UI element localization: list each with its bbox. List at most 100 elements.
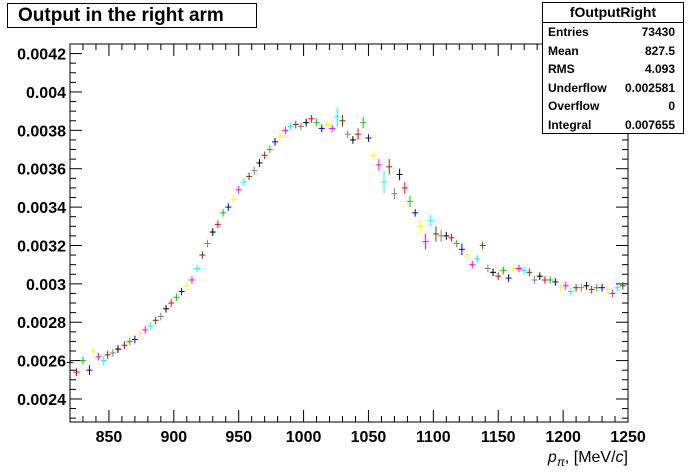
data-point: [401, 182, 408, 194]
data-point: [386, 159, 393, 175]
data-point: [251, 166, 258, 175]
data-point: [391, 187, 398, 200]
data-point: [609, 289, 616, 298]
data-point: [142, 326, 149, 334]
data-point: [479, 241, 486, 250]
data-point: [526, 268, 533, 277]
data-point: [531, 276, 538, 284]
data-point: [67, 357, 73, 368]
data-point: [562, 281, 569, 290]
data-point: [95, 352, 102, 361]
data-point: [282, 126, 289, 135]
stats-value: 0: [668, 99, 675, 113]
data-point: [339, 114, 346, 127]
data-point: [240, 178, 247, 186]
data-point: [490, 268, 497, 277]
stats-row-overflow: Overflow 0: [543, 97, 683, 116]
data-point: [588, 285, 595, 294]
data-point: [308, 114, 315, 123]
data-point: [593, 283, 600, 292]
x-tick-label: 900: [160, 429, 187, 446]
data-point: [199, 251, 206, 259]
data-point: [406, 195, 413, 208]
stats-row-underflow: Underflow 0.002581: [543, 79, 683, 98]
data-point: [329, 124, 336, 133]
data-point: [90, 347, 97, 355]
stats-label: RMS: [548, 62, 575, 76]
data-point: [536, 272, 543, 281]
y-tick-label: 0.003: [26, 277, 66, 294]
data-point: [619, 281, 626, 290]
data-point: [225, 203, 232, 211]
stats-label: Mean: [548, 43, 579, 58]
data-point: [510, 264, 517, 273]
stats-row-entries: Entries 73430: [543, 23, 683, 42]
data-point: [541, 276, 548, 284]
data-point: [484, 264, 491, 273]
plot-frame: [69, 43, 629, 423]
data-point: [547, 276, 554, 284]
data-point: [86, 365, 93, 375]
data-point: [235, 185, 242, 194]
data-point: [318, 124, 325, 133]
stats-label: Overflow: [548, 99, 600, 113]
data-point: [349, 136, 356, 144]
y-tick-label: 0.0026: [17, 354, 66, 371]
data-point: [230, 195, 237, 204]
data-point: [365, 134, 372, 142]
data-point: [115, 345, 122, 353]
data-point: [578, 283, 585, 292]
x-tick-label: 1100: [416, 429, 451, 446]
stats-label: Entries: [548, 25, 589, 39]
data-point: [261, 151, 268, 160]
y-tick-label: 0.0024: [17, 392, 66, 409]
stats-row-integral: Integral 0.007655: [543, 116, 683, 135]
stats-value: 0.007655: [624, 117, 675, 132]
data-point: [277, 132, 284, 140]
data-point: [604, 285, 611, 294]
data-point: [557, 283, 564, 292]
data-point: [417, 218, 424, 234]
data-point: [297, 122, 304, 131]
x-axis-label: pπ, [MeV/c]: [547, 449, 628, 469]
data-point: [453, 239, 460, 248]
data-point: [323, 120, 330, 129]
x-tick-label: 1250: [610, 429, 646, 446]
x-tick-label: 1200: [545, 429, 581, 446]
data-point: [495, 272, 502, 281]
data-point: [163, 304, 170, 313]
data-point: [100, 355, 107, 366]
x-tick-label: 950: [225, 429, 252, 446]
y-tick-label: 0.0042: [17, 47, 66, 64]
y-tick-label: 0.004: [26, 85, 66, 102]
x-tick-label: 1000: [286, 429, 322, 446]
data-point: [334, 107, 341, 127]
y-tick-label: 0.0032: [17, 238, 66, 255]
data-point: [614, 283, 621, 292]
stats-name: fOutputRight: [543, 3, 683, 23]
data-point: [188, 276, 195, 284]
data-point: [360, 116, 367, 129]
data-point: [469, 260, 476, 269]
data-point: [104, 351, 111, 359]
data-point: [422, 233, 429, 250]
stats-value: 0.002581: [624, 80, 675, 95]
data-point: [432, 226, 439, 242]
data-point: [500, 266, 507, 275]
data-point: [458, 243, 465, 256]
data-point: [79, 356, 86, 365]
stats-label: Underflow: [548, 80, 607, 95]
data-point: [246, 172, 253, 181]
data-point: [515, 264, 522, 273]
data-point: [303, 118, 310, 127]
data-point: [313, 118, 320, 127]
data-point: [220, 209, 227, 217]
stats-label: Integral: [548, 117, 592, 132]
data-point: [370, 151, 377, 160]
data-point: [73, 368, 80, 376]
data-point: [521, 266, 528, 275]
data-point: [183, 281, 190, 290]
stats-value: 827.5: [644, 43, 675, 58]
data-point: [194, 264, 201, 273]
y-tick-label: 0.0034: [17, 200, 66, 217]
